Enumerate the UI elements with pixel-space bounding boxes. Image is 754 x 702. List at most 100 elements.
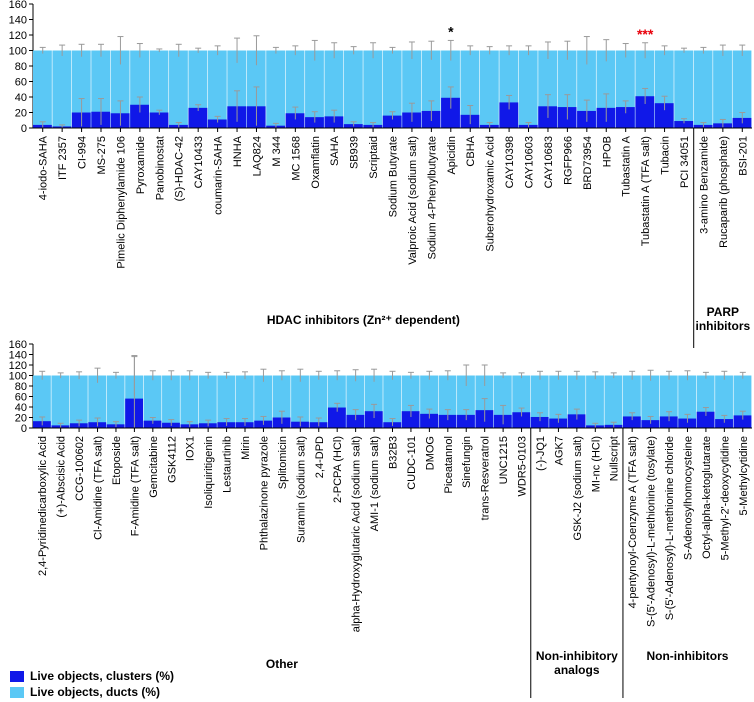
bar-ducts-1-31 <box>604 375 623 428</box>
bar-clusters-1-16 <box>327 407 346 428</box>
category-label-1-3: Cl-Amidine (TFA salt) <box>93 436 105 540</box>
category-label-1-16: 2-PCPA (HCl) <box>332 436 344 503</box>
category-label-0-19: Valproic Acid (sodium salt) <box>407 136 419 265</box>
category-label-1-27: (-)-JQ1 <box>535 436 547 471</box>
category-label-1-4: Etoposide <box>111 436 123 485</box>
category-label-1-22: Piceatannol <box>443 436 455 494</box>
bar-clusters-0-18 <box>382 115 402 128</box>
bar-ducts-1-28 <box>549 375 568 428</box>
bar-ducts-1-27 <box>530 375 549 428</box>
bar-clusters-0-5 <box>130 104 149 128</box>
y-tick-label-1-2: 40 <box>15 402 27 414</box>
category-label-0-0: 4-iodo-SAHA <box>38 135 50 200</box>
bar-clusters-0-6 <box>149 112 169 128</box>
category-label-1-0: 2,4-Pyridinedicarboxylic Acid <box>37 436 49 576</box>
category-label-1-37: 5-Methyl-2'-deoxycytidine <box>719 436 731 560</box>
bar-ducts-0-20 <box>421 50 441 128</box>
bar-ducts-1-35 <box>678 375 697 428</box>
bar-ducts-1-2 <box>69 375 88 428</box>
bar-ducts-0-7 <box>169 50 188 128</box>
bar-ducts-0-18 <box>382 50 402 128</box>
bar-ducts-1-12 <box>254 375 273 428</box>
y-tick-label-1-0: 0 <box>21 423 27 435</box>
legend-item-ducts: Live objects, ducts (%) <box>10 684 174 700</box>
category-label-0-1: ITF 2357 <box>57 136 69 180</box>
y-tick-label-1-1: 20 <box>15 413 27 425</box>
bar-clusters-1-36 <box>696 411 715 428</box>
category-label-0-23: Suberohydroxamic Acid <box>485 136 497 252</box>
category-label-1-2: CCG-100602 <box>74 436 86 501</box>
category-label-1-30: MI-nc (HCl) <box>590 436 602 492</box>
bar-clusters-1-6 <box>143 420 162 428</box>
category-label-0-18: Sodium Butyrate <box>388 136 400 217</box>
category-label-0-6: Panobinostat <box>154 136 166 200</box>
bar-clusters-1-35 <box>678 418 697 428</box>
category-label-1-18: AMI-1 (sodium salt) <box>369 436 381 531</box>
category-label-1-35: S-Adenosylhomocysteine <box>682 436 694 560</box>
category-label-1-7: GSK4112 <box>166 436 178 483</box>
bar-ducts-1-10 <box>217 375 236 428</box>
bar-ducts-1-11 <box>235 375 254 428</box>
category-label-1-8: IOX1 <box>185 436 197 461</box>
y-tick-label-0-1: 20 <box>15 108 27 120</box>
bar-ducts-0-12 <box>266 50 286 128</box>
bar-ducts-1-0 <box>33 375 51 428</box>
bar-ducts-0-23 <box>479 50 499 128</box>
category-label-1-38: 5-Methylcytidine <box>738 436 750 515</box>
category-label-0-7: (S)-HDAC-42 <box>174 136 186 201</box>
y-tick-label-1-6: 120 <box>9 360 27 372</box>
y-tick-label-1-5: 100 <box>9 371 27 383</box>
category-label-1-13: Splitomicin <box>277 436 289 489</box>
bar-ducts-1-19 <box>383 375 402 428</box>
category-label-1-12: Phthalazinone pyrazole <box>258 436 270 550</box>
category-label-0-31: Tubastatin A (TFA salt) <box>640 136 652 246</box>
group-label-1-2: Non-inhibitors <box>646 649 728 663</box>
category-label-0-15: SAHA <box>329 135 341 166</box>
bar-ducts-0-22 <box>460 50 480 128</box>
category-label-0-28: BRD73954 <box>582 136 594 190</box>
category-label-1-5: F-Amidine (TFA salt) <box>129 436 141 536</box>
category-label-1-10: Lestaurtinib <box>222 436 234 493</box>
bar-clusters-1-26 <box>512 412 531 428</box>
bar-ducts-0-1 <box>52 50 72 128</box>
y-tick-label-1-4: 80 <box>15 381 27 393</box>
legend-label-clusters: Live objects, clusters (%) <box>30 669 175 683</box>
legend-label-ducts: Live objects, ducts (%) <box>30 685 161 699</box>
bar-ducts-0-6 <box>149 50 169 128</box>
bar-ducts-0-28 <box>577 50 596 128</box>
bar-ducts-1-37 <box>715 375 733 428</box>
significance-marker-0-1: *** <box>637 26 654 42</box>
y-tick-label-1-3: 60 <box>15 392 27 404</box>
category-label-0-26: CAY10683 <box>543 136 555 188</box>
y-tick-label-0-4: 80 <box>15 61 27 73</box>
category-label-1-15: 2,4-DPD <box>314 436 326 478</box>
y-tick-label-0-8: 160 <box>9 0 27 11</box>
y-tick-label-1-7: 140 <box>9 350 27 362</box>
category-label-0-8: CAY10433 <box>193 136 205 188</box>
bar-ducts-1-32 <box>622 375 641 428</box>
bar-clusters-0-31 <box>635 96 655 128</box>
category-label-1-17: alpha-Hydroxyglutaric Acid (sodium salt) <box>351 436 363 632</box>
bar-clusters-1-29 <box>567 414 586 428</box>
category-label-0-24: CAY10398 <box>504 136 516 188</box>
bar-ducts-1-13 <box>272 375 291 428</box>
bar-ducts-1-34 <box>659 375 678 428</box>
category-label-1-23: Sinefungin <box>461 436 473 488</box>
bar-ducts-0-9 <box>207 50 227 128</box>
category-label-0-27: RGFP966 <box>562 136 574 185</box>
category-label-0-32: Tubacin <box>660 136 672 175</box>
bar-ducts-0-0 <box>33 50 52 128</box>
bar-ducts-0-19 <box>402 50 422 128</box>
bar-clusters-0-32 <box>654 103 674 128</box>
bar-ducts-0-15 <box>324 50 344 128</box>
category-label-0-2: CI-994 <box>77 136 89 169</box>
legend-swatch-ducts <box>10 686 24 698</box>
category-label-0-35: Rucaparib (phosphate) <box>718 136 730 248</box>
category-label-1-24: trans-Resveratrol <box>480 436 492 520</box>
bar-clusters-0-13 <box>285 113 305 128</box>
category-label-1-34: S-(5'-Adenosyl)-L-methionine chloride <box>664 436 676 620</box>
bar-ducts-1-9 <box>198 375 217 428</box>
bar-ducts-0-25 <box>518 50 538 128</box>
category-label-0-17: Scriptaid <box>368 136 380 179</box>
group-label-1-0: Other <box>266 657 298 671</box>
